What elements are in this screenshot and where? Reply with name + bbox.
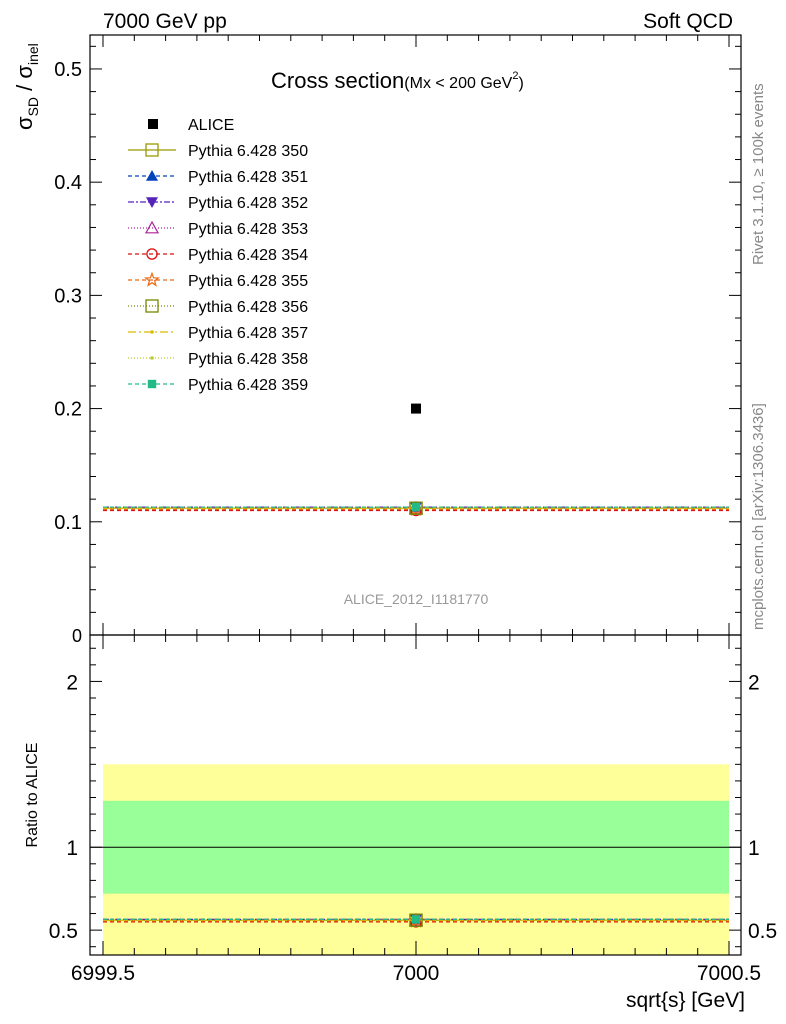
legend-marker xyxy=(147,379,157,389)
legend-marker xyxy=(145,299,159,313)
legend-label: Pythia 6.428 352 xyxy=(188,195,308,212)
legend-label: Pythia 6.428 351 xyxy=(188,169,308,186)
legend-marker xyxy=(144,271,160,287)
x-tick-label: 6999.5 xyxy=(71,962,135,985)
legend-label: Pythia 6.428 358 xyxy=(188,351,308,368)
main-y-label: σSD / σinel xyxy=(12,43,41,130)
y-label-slash-sigma: / σ xyxy=(12,65,37,97)
legend-label: Pythia 6.428 356 xyxy=(188,299,308,316)
mcplots-label: mcplots.cern.ch [arXiv:1306.3436] xyxy=(750,403,767,630)
y-tick-label: 0.2 xyxy=(54,399,82,421)
y-label-sigma: σ xyxy=(12,116,37,130)
x-axis-label: sqrt{s} [GeV] xyxy=(626,989,745,1012)
y-tick-label: 0.5 xyxy=(54,59,82,81)
y-tick-label: 0.1 xyxy=(54,512,82,534)
ratio-y-tick-label-right: 0.5 xyxy=(748,920,777,943)
main-series xyxy=(103,500,729,517)
main-title: Cross section(Mx < 200 GeV2) xyxy=(271,68,524,93)
legend-marker xyxy=(145,143,159,157)
analysis-watermark: ALICE_2012_I1181770 xyxy=(344,591,489,607)
legend-marker xyxy=(146,170,158,181)
ratio-y-tick-label-right: 1 xyxy=(748,837,760,860)
legend-marker xyxy=(150,330,154,334)
x-tick-label: 7000.5 xyxy=(697,962,761,985)
y-tick-label: 0.4 xyxy=(54,172,82,194)
legend-label: Pythia 6.428 357 xyxy=(188,325,308,342)
legend: ALICE Pythia 6.428 350 Pythia 6.428 351 Pyt… xyxy=(128,117,308,394)
x-tick-label: 7000 xyxy=(393,962,440,985)
ratio-y-tick-label-left: 2 xyxy=(66,671,78,694)
ratio-frame xyxy=(89,634,742,956)
ratio-y-tick-label-right: 2 xyxy=(748,671,760,694)
header-left: 7000 GeV pp xyxy=(103,10,227,33)
mc-series-marker xyxy=(411,502,421,512)
y-tick-label: 0.3 xyxy=(54,285,82,307)
main-title-close: ) xyxy=(518,75,523,92)
legend-label-alice: ALICE xyxy=(188,117,234,134)
main-y-bottom-label: 0 xyxy=(72,626,82,646)
ratio-y-tick-label-left: 0.5 xyxy=(49,920,78,943)
legend-label: Pythia 6.428 350 xyxy=(188,143,308,160)
main-title-text: Cross section xyxy=(271,68,404,93)
main-title-sup: 2 xyxy=(512,70,518,82)
legend-marker-alice xyxy=(148,119,158,129)
y-label-sub-inel: inel xyxy=(25,43,41,65)
legend-marker xyxy=(144,220,160,234)
legend-label: Pythia 6.428 353 xyxy=(188,221,308,238)
y-label-sub-sd: SD xyxy=(25,97,41,116)
ratio-y-axis: 0.5 0.5 1 1 2 2 xyxy=(49,647,777,948)
alice-data-point xyxy=(411,403,421,414)
legend-marker xyxy=(146,248,158,260)
main-title-sub: (Mx < 200 GeV xyxy=(404,75,512,92)
legend-marker xyxy=(150,356,154,360)
legend-label: Pythia 6.428 359 xyxy=(188,377,308,394)
ratio-y-tick-label-left: 1 xyxy=(66,837,78,860)
ratio-y-label: Ratio to ALICE xyxy=(24,743,41,848)
header-right: Soft QCD xyxy=(643,10,733,33)
ratio-series xyxy=(103,912,729,928)
main-y-axis: 0.1 0.2 0.3 0.4 0.5 xyxy=(54,35,741,635)
ratio-x-axis: 6999.5 7000 7000.5 xyxy=(71,635,761,985)
ratio-series-marker xyxy=(411,915,421,924)
legend-marker xyxy=(146,197,158,208)
rivet-label: Rivet 3.1.10, ≥ 100k events xyxy=(750,83,767,265)
legend-label: Pythia 6.428 355 xyxy=(188,273,308,290)
legend-label: Pythia 6.428 354 xyxy=(188,247,308,264)
